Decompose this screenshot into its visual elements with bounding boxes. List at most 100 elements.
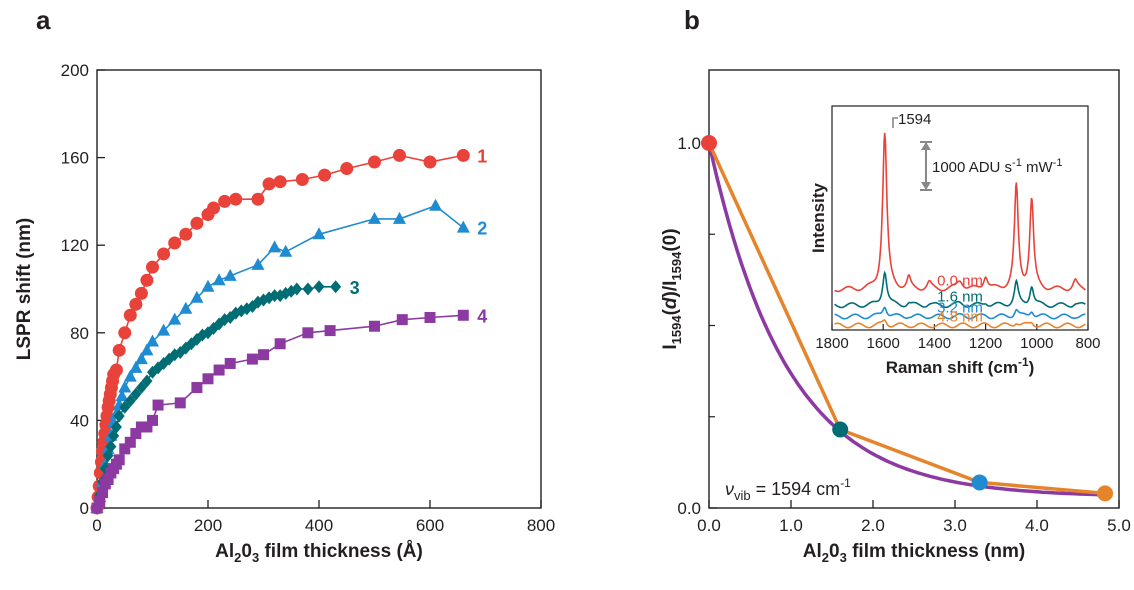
series-1-point <box>340 162 354 176</box>
series-2-point <box>146 334 159 347</box>
panel-b-xlabel: Al203 film thickness (nm) <box>803 541 1025 565</box>
panel-a-ylabel: LSPR shift (nm) <box>14 218 35 361</box>
series-2-point <box>201 279 215 292</box>
panel-a-xtick-label: 200 <box>194 516 222 535</box>
series-1-point <box>190 216 204 230</box>
series-4-point <box>369 320 380 332</box>
panel-b-ytick-label: 0.0 <box>677 499 701 518</box>
spectrum-label: 0.0 nm <box>937 273 983 290</box>
series-2-point <box>279 244 293 257</box>
panel-a-ytick-label: 0 <box>80 499 89 518</box>
series-3-point <box>313 280 325 294</box>
scale-label: 1000 ADU s-1 mW-1 <box>932 157 1062 176</box>
series-4-point <box>246 353 258 365</box>
inset-ticks: 1800 1600 1400 1200 1000 800 <box>815 324 1101 352</box>
series-1-point <box>134 286 148 300</box>
series-2-point <box>123 369 137 382</box>
series-2-point <box>134 352 148 365</box>
series-2-point <box>129 360 143 373</box>
series-2-point <box>212 273 226 286</box>
series-4-point <box>213 364 225 376</box>
inset-spectra <box>834 132 1086 329</box>
data-point <box>832 421 849 438</box>
series-1-point <box>456 148 470 162</box>
panel-a-ytick-label: 200 <box>61 61 89 80</box>
spectrum-label: 4.8 nm <box>937 309 983 326</box>
inset-xlabel: Raman shift (cm-1) <box>886 355 1035 377</box>
inset-xtick-label: 1000 <box>1020 335 1053 352</box>
series-3-point <box>113 409 125 423</box>
series-4-point <box>119 443 131 455</box>
series-1 <box>90 148 470 515</box>
panel-a-xtick-label: 800 <box>527 516 555 535</box>
series-3-point <box>105 440 117 454</box>
spectrum-label: 1.6 nm <box>937 288 983 305</box>
panel-b-letter: b <box>684 5 700 35</box>
data-segments <box>707 142 1106 496</box>
series-1-point <box>368 155 381 169</box>
panel-b-ytick-label: 1.0 <box>677 134 701 153</box>
panel-a-series-labels: 1 2 3 4 <box>350 146 488 326</box>
series-2-label: 2 <box>477 219 487 239</box>
panel-b-xtick-label: 0.0 <box>697 516 721 535</box>
series-3-label: 3 <box>350 278 360 298</box>
series-1-point <box>262 177 276 191</box>
spectrum-16 <box>834 270 1086 309</box>
panel-b-frame <box>708 69 1120 509</box>
series-1-point <box>295 173 309 186</box>
series-3-point <box>110 420 122 434</box>
panel-b-points <box>701 135 1114 502</box>
series-1-point <box>318 168 332 182</box>
series-4-point <box>91 502 103 514</box>
series-1-point <box>157 247 171 261</box>
series-2-point <box>140 343 154 356</box>
series-1-point <box>118 326 132 340</box>
series-3-point <box>135 381 147 395</box>
panel-a-xtick-label: 600 <box>416 516 444 535</box>
inset-xtick-label: 1800 <box>815 335 848 352</box>
series-2-point <box>223 268 237 281</box>
series-1-point <box>146 260 159 274</box>
series-1-point <box>109 363 123 377</box>
series-2-point <box>312 227 326 240</box>
series-1-point <box>179 227 193 241</box>
panel-a-ytick-label: 40 <box>70 411 89 430</box>
series-4 <box>91 309 469 514</box>
series-2-point <box>456 220 470 233</box>
inset-xtick-label: 1400 <box>918 335 951 352</box>
panel-b-xtick-label: 2.0 <box>861 516 885 535</box>
series-1-point <box>273 175 287 189</box>
series-2-point <box>368 211 381 224</box>
series-2-point <box>115 389 129 402</box>
spectrum-32 <box>834 306 1086 320</box>
series-2-point <box>118 380 132 393</box>
peak-marker <box>892 117 898 128</box>
vib-annotation: νvib = 1594 cm-1 <box>725 476 851 503</box>
panel-b-xtick-label: 1.0 <box>779 516 803 535</box>
series-4-point <box>258 349 269 361</box>
data-point <box>1097 485 1114 502</box>
scale-bar <box>920 141 932 191</box>
panel-a-ytick-label: 160 <box>61 149 89 168</box>
series-2-point <box>429 198 443 211</box>
panel-a-ytick-label: 120 <box>61 236 89 255</box>
series-4-point <box>302 327 314 339</box>
peak-label: 1594 <box>898 111 931 128</box>
inset-ylabel: Intensity <box>809 183 828 253</box>
series-3-point <box>330 280 342 294</box>
series-4-point <box>202 373 214 385</box>
series-3-point <box>269 289 281 303</box>
panel-a-xtick-label: 400 <box>305 516 333 535</box>
series-4-label: 4 <box>477 306 487 326</box>
panel-b-curves <box>707 142 1111 497</box>
panel-a-xtick-label: 0 <box>92 516 101 535</box>
series-1-label: 1 <box>477 146 487 166</box>
series-1-point <box>423 155 437 169</box>
series-1-point <box>251 192 265 206</box>
panel-a-letter: a <box>36 5 51 35</box>
series-4-point <box>113 454 125 466</box>
data-point <box>701 135 717 151</box>
series-1-point <box>207 201 221 215</box>
series-4-point <box>97 487 109 499</box>
spectrum-label: 3.2 nm <box>937 300 983 317</box>
